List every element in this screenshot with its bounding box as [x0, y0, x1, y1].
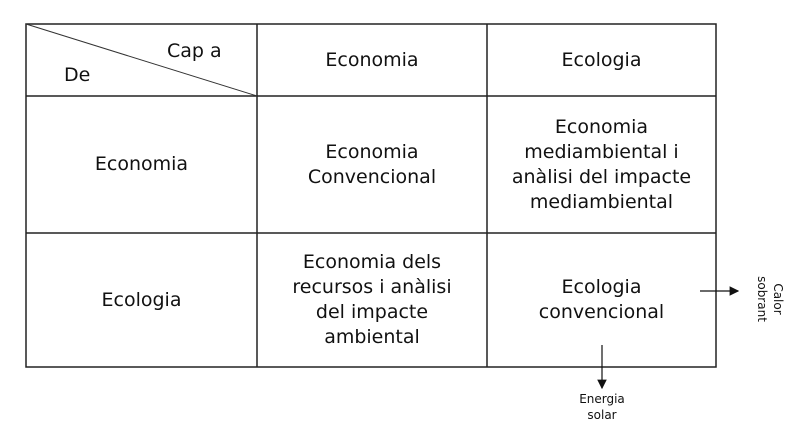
cell-economia-economia: Economia Convencional — [307, 140, 437, 188]
column-header-economia: Economia — [325, 48, 419, 71]
row-header-economia: Economia — [94, 153, 189, 175]
cell-ecologia-ecologia: Ecologia convencional — [538, 276, 665, 323]
energia-solar-label: Energia solar — [579, 392, 625, 422]
row-header-ecologia: Ecologia — [101, 288, 182, 311]
cell-economia-ecologia: Economia mediambiental i anàlisi del imp… — [511, 115, 692, 213]
corner-from-label: De — [64, 64, 91, 86]
corner-diagonal — [25, 23, 258, 97]
cell-ecologia-economia: Economia dels recursos i anàlisi del imp… — [292, 251, 452, 348]
calor-sobrant-label: Calor sobrant — [755, 276, 785, 322]
corner-to-label: Cap a — [167, 40, 222, 62]
column-header-ecologia: Ecologia — [561, 48, 642, 71]
